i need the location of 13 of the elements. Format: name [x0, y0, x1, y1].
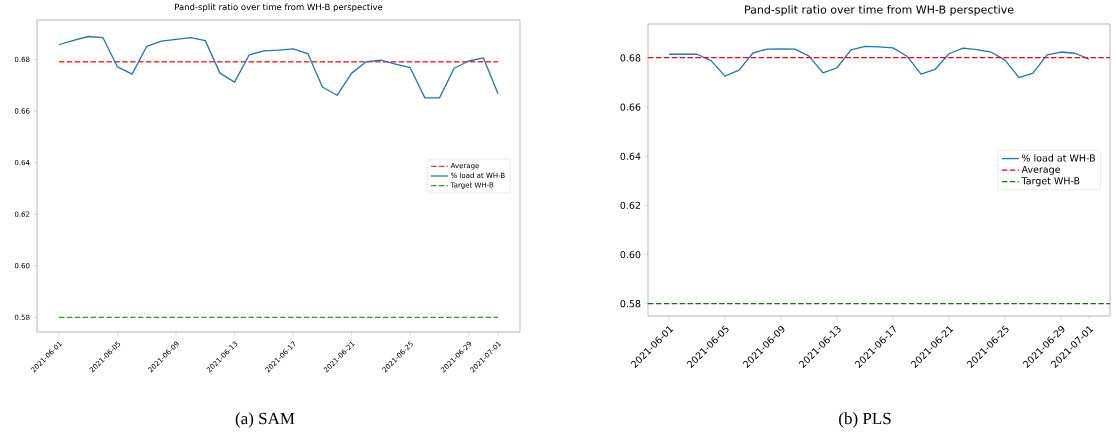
legend-label: % load at WH-B — [1022, 154, 1095, 162]
legend-label: Target WH-B — [1021, 177, 1080, 187]
chart-title: Pand-split ratio over time from WH-B perspective — [745, 5, 1014, 16]
y-tick-label: 0.66 — [620, 103, 641, 111]
chart-title: Pand-split ratio over time from WH-B perspective — [175, 3, 383, 12]
y-tick-label: 0.68 — [620, 54, 641, 62]
y-tick-label: 0.60 — [620, 250, 641, 259]
text: (b) PLS — [839, 412, 891, 428]
y-tick-label: 0.64 — [620, 152, 641, 160]
legend-label: Average — [1021, 165, 1061, 175]
y-tick-label: 0.58 — [620, 300, 641, 308]
text: (a) SAM — [235, 412, 295, 428]
y-tick-label: 0.62 — [620, 201, 641, 209]
